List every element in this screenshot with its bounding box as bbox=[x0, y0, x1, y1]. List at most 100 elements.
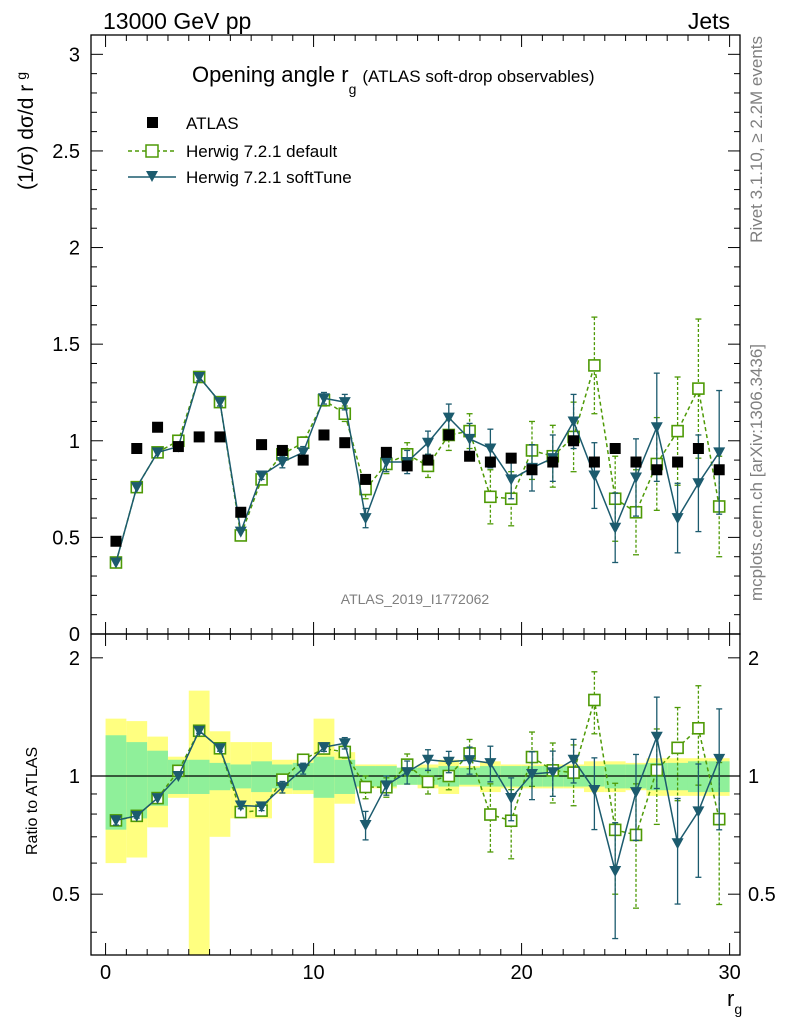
x-tick-label: 30 bbox=[718, 962, 740, 984]
ratio-softtune-point bbox=[650, 731, 663, 743]
y-tick-label-ratio: 2 bbox=[69, 648, 80, 670]
ratio-softtune-point bbox=[317, 742, 330, 754]
softtune-point bbox=[255, 470, 268, 482]
y-tick-label-ratio: 0.5 bbox=[52, 884, 80, 906]
atlas-point bbox=[526, 464, 538, 476]
atlas-point bbox=[214, 431, 226, 443]
ratio-default-point bbox=[421, 775, 435, 789]
atlas-point bbox=[297, 454, 309, 466]
y-tick-label-ratio-right: 2 bbox=[748, 648, 759, 670]
softtune-point bbox=[359, 513, 372, 525]
softtune-point bbox=[213, 397, 226, 409]
rivet-label: Rivet 3.1.10, ≥ 2.2M events bbox=[747, 36, 766, 243]
legend-label-softtune: Herwig 7.2.1 softTune bbox=[186, 168, 352, 187]
y-tick-label-main: 3 bbox=[69, 44, 80, 66]
atlas-point bbox=[568, 435, 580, 447]
ratio-softtune-point bbox=[109, 815, 122, 827]
softtune-point bbox=[193, 372, 206, 384]
atlas-point bbox=[339, 437, 351, 449]
band-inner bbox=[188, 759, 210, 794]
ratio-softtune-point bbox=[255, 801, 268, 813]
ratio-softtune-point bbox=[276, 782, 289, 794]
y-tick-label-main: 2 bbox=[69, 238, 80, 260]
y-axis-label-ratio: Ratio to ATLAS bbox=[24, 747, 41, 855]
legend-label-atlas: ATLAS bbox=[186, 114, 239, 133]
softtune-point bbox=[109, 557, 122, 569]
atlas-point bbox=[630, 456, 642, 468]
ratio-softtune-point bbox=[234, 800, 247, 812]
ratio-softtune-point bbox=[401, 767, 414, 779]
atlas-point bbox=[443, 429, 455, 441]
y-tick-label-main: 2.5 bbox=[52, 141, 80, 163]
softtune-point bbox=[234, 526, 247, 538]
ratio-softtune-point bbox=[151, 793, 164, 805]
atlas-point bbox=[401, 460, 413, 472]
default-point bbox=[484, 490, 497, 504]
ratio-softtune-point bbox=[463, 755, 476, 767]
ratio-uncertainty-bands bbox=[91, 690, 740, 955]
y-tick-label-main: 1 bbox=[69, 431, 80, 453]
ratio-softtune-point bbox=[380, 780, 393, 792]
atlas-point bbox=[651, 464, 663, 476]
y-axis-label-text: (1/σ) dσ/d r bbox=[15, 85, 38, 190]
ratio-default-point bbox=[671, 741, 684, 755]
ratio-softtune-point bbox=[505, 792, 518, 804]
default-point bbox=[671, 424, 684, 438]
y-axis-label-sub: g bbox=[13, 72, 29, 80]
ratio-softtune-point bbox=[338, 738, 351, 750]
ratio-softtune-point bbox=[629, 787, 642, 799]
legend-marker-atlas bbox=[147, 117, 158, 128]
ratio-softtune-point bbox=[546, 767, 559, 779]
ratio-softtune-point bbox=[359, 820, 372, 832]
legend-marker-softtune bbox=[146, 171, 158, 182]
default-point bbox=[588, 359, 601, 372]
x-axis-label: rg bbox=[727, 986, 742, 1017]
softtune-point bbox=[380, 457, 393, 469]
atlas-point bbox=[380, 446, 392, 458]
band-inner bbox=[251, 761, 272, 793]
atlas-point bbox=[422, 454, 434, 466]
ratio-softtune-point bbox=[130, 810, 143, 822]
axes: 0 10 20 30 0 0.5 1 1.5 2 2.5 3 0.5 0.5 1 1 2 2 bbox=[52, 34, 776, 984]
softtune-line bbox=[115, 375, 720, 563]
ratio-softtune-point bbox=[525, 769, 538, 781]
y-tick-label-main: 1.5 bbox=[52, 334, 80, 356]
softtune-point bbox=[151, 447, 164, 459]
atlas-point bbox=[484, 456, 496, 468]
atlas-point bbox=[505, 452, 517, 464]
band-inner bbox=[313, 756, 335, 798]
softtune-point bbox=[505, 474, 518, 486]
x-axis-label-text: r bbox=[727, 986, 734, 1011]
ratio-softtune-point bbox=[484, 758, 497, 770]
title-suffix: (ATLAS soft-drop observables) bbox=[362, 67, 594, 86]
x-tick-label: 0 bbox=[100, 962, 111, 984]
band-inner bbox=[126, 742, 148, 819]
softtune-point bbox=[484, 443, 497, 455]
atlas-point bbox=[193, 431, 205, 443]
softtune-point bbox=[713, 447, 726, 459]
ratio-softtune-point bbox=[609, 865, 622, 877]
softtune-point bbox=[317, 393, 330, 405]
softtune-point bbox=[130, 482, 143, 494]
ratio-softtune-point bbox=[442, 756, 455, 768]
x-tick-label: 10 bbox=[302, 962, 324, 984]
ratio-softtune-point bbox=[713, 753, 726, 765]
atlas-point bbox=[318, 429, 330, 441]
title-text: Opening angle r bbox=[192, 62, 349, 87]
atlas-point bbox=[547, 456, 559, 468]
y-tick-label-ratio-right: 0.5 bbox=[748, 884, 776, 906]
softtune-point bbox=[297, 447, 310, 459]
softtune-point bbox=[463, 433, 476, 445]
plot-title: Opening angle rg (ATLAS soft-drop observa… bbox=[192, 62, 594, 97]
ratio-softtune-point bbox=[172, 771, 185, 783]
softtune-point bbox=[650, 422, 663, 434]
ratio-softtune-point bbox=[297, 763, 310, 775]
ratio-default-point bbox=[692, 721, 705, 735]
ratio-softtune-point bbox=[193, 725, 206, 737]
softtune-point bbox=[421, 437, 434, 449]
atlas-point bbox=[235, 506, 247, 518]
ratio-softtune-point bbox=[213, 743, 226, 755]
softtune-point bbox=[567, 416, 580, 428]
y-axis-label-main: (1/σ) dσ/d r g bbox=[13, 72, 38, 190]
atlas-point bbox=[609, 443, 621, 455]
